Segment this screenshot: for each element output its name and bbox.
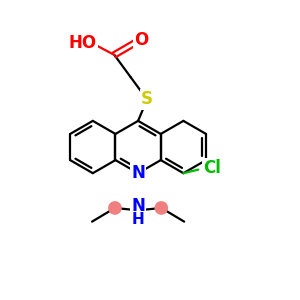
Text: N: N [131, 197, 145, 215]
Text: H: H [132, 212, 145, 227]
Circle shape [108, 201, 122, 215]
Text: S: S [141, 91, 153, 109]
Circle shape [154, 201, 168, 215]
Text: N: N [131, 164, 145, 182]
Text: HO: HO [68, 34, 97, 52]
Text: O: O [134, 31, 148, 49]
Text: Cl: Cl [203, 159, 221, 177]
